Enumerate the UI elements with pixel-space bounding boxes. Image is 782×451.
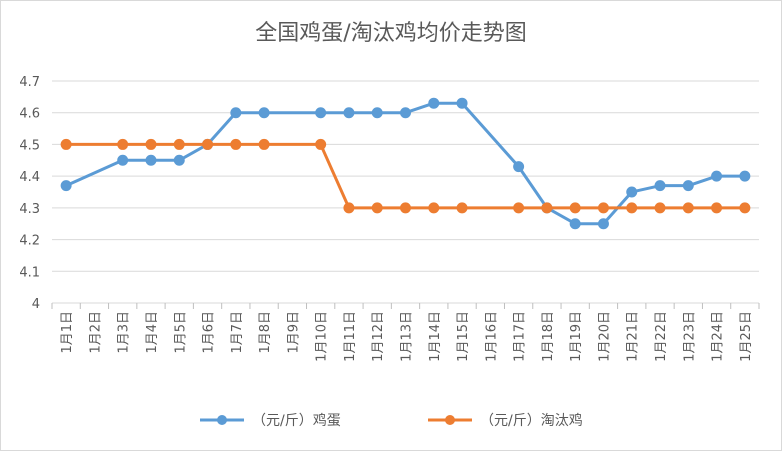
legend-marker xyxy=(217,415,227,425)
x-axis: 1月1日 1月2日 1月3日 1月4日 1月5日 1月6日 1月7日 1月8日 1月9日 1月10… xyxy=(51,303,760,362)
data-point xyxy=(202,138,214,150)
x-tick-label: 1月13日 xyxy=(400,311,415,362)
x-tick-label: 1月18日 xyxy=(541,311,556,362)
x-tick-label: 1月9日 xyxy=(286,311,301,354)
data-point xyxy=(173,138,185,150)
data-point xyxy=(682,180,694,192)
x-tick-label: 1月2日 xyxy=(88,311,103,354)
data-point xyxy=(541,202,553,214)
data-point xyxy=(60,180,72,192)
data-point xyxy=(400,107,411,119)
data-point xyxy=(569,218,581,230)
data-point xyxy=(597,218,609,230)
legend: （元/斤）鸡蛋 （元/斤）淘汰鸡 xyxy=(200,412,583,429)
x-tick-label: 1月4日 xyxy=(145,311,160,354)
x-tick-label: 1月21日 xyxy=(626,311,641,362)
x-tick-label: 1月7日 xyxy=(230,311,245,354)
data-point xyxy=(428,97,440,109)
x-tick-label: 1月19日 xyxy=(569,311,584,362)
data-point xyxy=(258,107,270,119)
y-tick-label: 4.5 xyxy=(19,138,40,153)
data-point xyxy=(60,138,72,150)
data-point xyxy=(315,107,327,119)
legend-label: （元/斤）鸡蛋 xyxy=(252,412,341,429)
series-line xyxy=(65,101,745,226)
x-tick-label: 1月11日 xyxy=(343,311,358,362)
data-point xyxy=(739,202,751,214)
data-point xyxy=(117,138,129,150)
legend-marker xyxy=(445,415,455,425)
x-tick-label: 1月8日 xyxy=(258,311,273,354)
x-tick-label: 1月14日 xyxy=(428,311,443,362)
data-point xyxy=(682,202,694,214)
data-point xyxy=(371,107,383,119)
x-tick-label: 1月22日 xyxy=(654,311,669,362)
data-point xyxy=(258,138,270,150)
data-point xyxy=(173,154,185,166)
x-tick-label: 1月24日 xyxy=(711,311,726,362)
data-point xyxy=(428,202,440,214)
data-point xyxy=(456,97,468,109)
x-tick-label: 1月5日 xyxy=(173,311,188,354)
x-tick-label: 1月16日 xyxy=(484,311,499,362)
data-point xyxy=(230,107,242,119)
x-tick-label: 1月6日 xyxy=(202,311,217,354)
series-line xyxy=(66,142,745,210)
data-point xyxy=(371,202,383,214)
data-point xyxy=(456,202,468,214)
data-point xyxy=(315,138,327,150)
x-tick-label: 1月17日 xyxy=(513,311,528,362)
data-point xyxy=(597,202,609,214)
x-tick-label: 1月10日 xyxy=(315,311,330,362)
x-tick-label: 1月25日 xyxy=(739,311,754,362)
y-axis: 4 4.1 4.2 4.3 4.4 4.5 4.6 4.7 xyxy=(19,75,40,312)
data-point xyxy=(513,161,525,173)
data-point xyxy=(654,202,666,214)
x-tick-label: 1月20日 xyxy=(597,311,612,362)
data-point xyxy=(145,138,157,150)
x-tick-label: 1月1日 xyxy=(60,311,75,354)
x-tick-label: 1月23日 xyxy=(682,311,697,362)
data-point xyxy=(711,170,723,182)
data-point xyxy=(400,202,411,214)
data-point xyxy=(711,202,723,214)
x-tick-label: 1月12日 xyxy=(371,311,386,362)
data-point xyxy=(626,202,638,214)
x-tick-label: 1月3日 xyxy=(117,311,132,354)
data-point xyxy=(626,186,638,198)
y-tick-label: 4.3 xyxy=(19,202,40,217)
data-point xyxy=(343,107,355,119)
x-tick-label: 1月15日 xyxy=(456,311,471,362)
y-tick-label: 4.7 xyxy=(19,75,40,90)
series-group xyxy=(60,97,751,230)
chart-title: 全国鸡蛋/淘汰鸡均价走势图 xyxy=(255,21,526,46)
data-point xyxy=(230,138,242,150)
gridlines xyxy=(52,80,759,304)
y-tick-label: 4.2 xyxy=(19,234,40,249)
data-point xyxy=(739,170,751,182)
data-point xyxy=(513,202,525,214)
y-tick-label: 4 xyxy=(32,297,40,312)
legend-label: （元/斤）淘汰鸡 xyxy=(480,412,583,429)
data-point xyxy=(117,154,129,166)
data-point xyxy=(343,202,355,214)
y-tick-label: 4.1 xyxy=(19,265,40,280)
data-point xyxy=(654,180,666,192)
y-tick-label: 4.4 xyxy=(19,170,40,185)
data-point xyxy=(569,202,581,214)
data-point xyxy=(145,154,157,166)
y-tick-label: 4.6 xyxy=(19,107,40,122)
